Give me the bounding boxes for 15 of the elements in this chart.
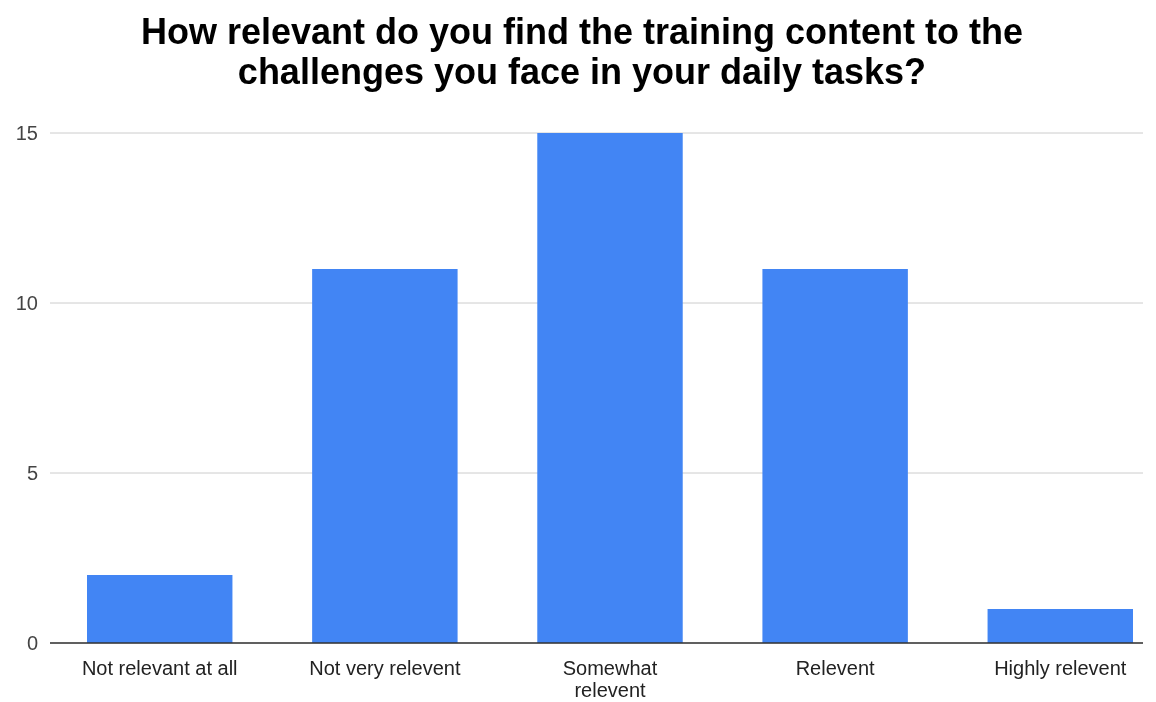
x-tick-label: Not very relevent (309, 657, 461, 679)
x-tick-label: Not relevant at all (81, 657, 238, 679)
bar (312, 269, 458, 643)
x-tick-label: Relevent (795, 657, 876, 679)
y-tick-label: 0 (26, 632, 38, 654)
y-tick-label: 10 (15, 292, 38, 314)
bar (87, 575, 233, 643)
x-tick-label: Somewhat relevent (562, 657, 658, 701)
chart-title: How relevant do you find the training content to the challenges you face in your daily tasks? (141, 11, 1023, 92)
y-tick-label: 15 (15, 122, 38, 144)
bar (762, 269, 908, 643)
bar (537, 133, 683, 643)
bar (987, 609, 1133, 643)
y-tick-label: 5 (26, 462, 38, 484)
x-tick-label: Highly relevent (994, 657, 1127, 679)
